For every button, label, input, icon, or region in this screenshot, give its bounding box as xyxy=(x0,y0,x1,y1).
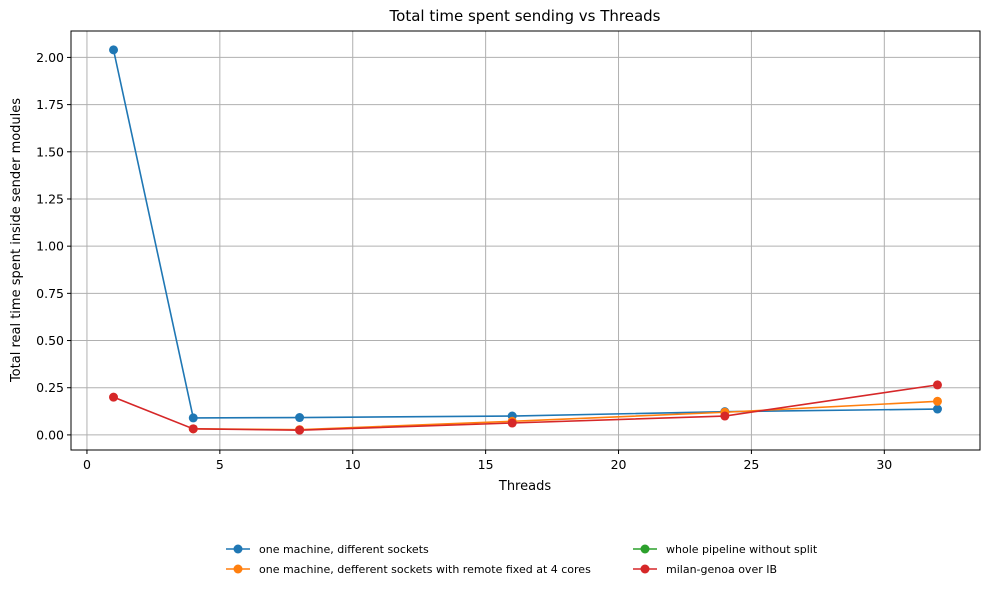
y-tick-label: 1.25 xyxy=(36,191,64,206)
legend-label: one machine, defferent sockets with remo… xyxy=(259,563,591,576)
data-point xyxy=(720,411,730,421)
data-point xyxy=(932,396,942,406)
data-point xyxy=(932,380,942,390)
data-point xyxy=(932,404,942,414)
data-points xyxy=(109,45,942,435)
x-axis-title: Threads xyxy=(498,479,551,494)
data-point xyxy=(109,392,119,402)
series-lines xyxy=(112,49,938,431)
legend-marker xyxy=(640,544,650,554)
y-tick-label: 1.00 xyxy=(36,239,64,254)
y-axis-ticks: 0.00 0.25 0.50 0.75 1.00 1.25 1.50 1.75 2.00 xyxy=(36,50,71,442)
x-axis-ticks: 0 5 10 15 20 25 30 xyxy=(83,450,892,472)
x-tick-label: 25 xyxy=(743,457,759,472)
y-tick-label: 0.25 xyxy=(36,380,64,395)
y-tick-label: 1.50 xyxy=(36,144,64,159)
data-point xyxy=(109,45,119,55)
y-tick-label: 2.00 xyxy=(36,50,64,65)
y-axis-title: Total real time spent inside sender modu… xyxy=(9,98,24,383)
grid-lines xyxy=(71,31,980,450)
legend: one machine, different sockets one machin… xyxy=(226,543,818,576)
legend-marker xyxy=(233,544,243,554)
data-point xyxy=(188,413,198,423)
y-tick-label: 0.75 xyxy=(36,286,64,301)
y-tick-label: 0.50 xyxy=(36,333,64,348)
legend-label: one machine, different sockets xyxy=(259,543,429,556)
data-point xyxy=(295,425,305,435)
y-tick-label: 1.75 xyxy=(36,97,64,112)
legend-item: whole pipeline without split xyxy=(633,543,818,556)
legend-item: one machine, defferent sockets with remo… xyxy=(226,563,591,576)
data-point xyxy=(507,418,517,428)
legend-label: whole pipeline without split xyxy=(666,543,818,556)
data-point xyxy=(295,413,305,423)
x-tick-label: 10 xyxy=(345,457,361,472)
x-tick-label: 0 xyxy=(83,457,91,472)
legend-label: milan-genoa over IB xyxy=(666,563,777,576)
y-tick-label: 0.00 xyxy=(36,427,64,442)
series-line-3 xyxy=(113,384,938,431)
plot-frame xyxy=(70,30,981,451)
legend-item: one machine, different sockets xyxy=(226,543,429,556)
x-tick-label: 30 xyxy=(876,457,892,472)
x-tick-label: 20 xyxy=(611,457,627,472)
x-tick-label: 5 xyxy=(216,457,224,472)
chart-title: Total time spent sending vs Threads xyxy=(389,7,661,25)
legend-marker xyxy=(233,564,243,574)
legend-item: milan-genoa over IB xyxy=(633,563,777,576)
data-point xyxy=(188,424,198,434)
legend-marker xyxy=(640,564,650,574)
x-tick-label: 15 xyxy=(478,457,494,472)
